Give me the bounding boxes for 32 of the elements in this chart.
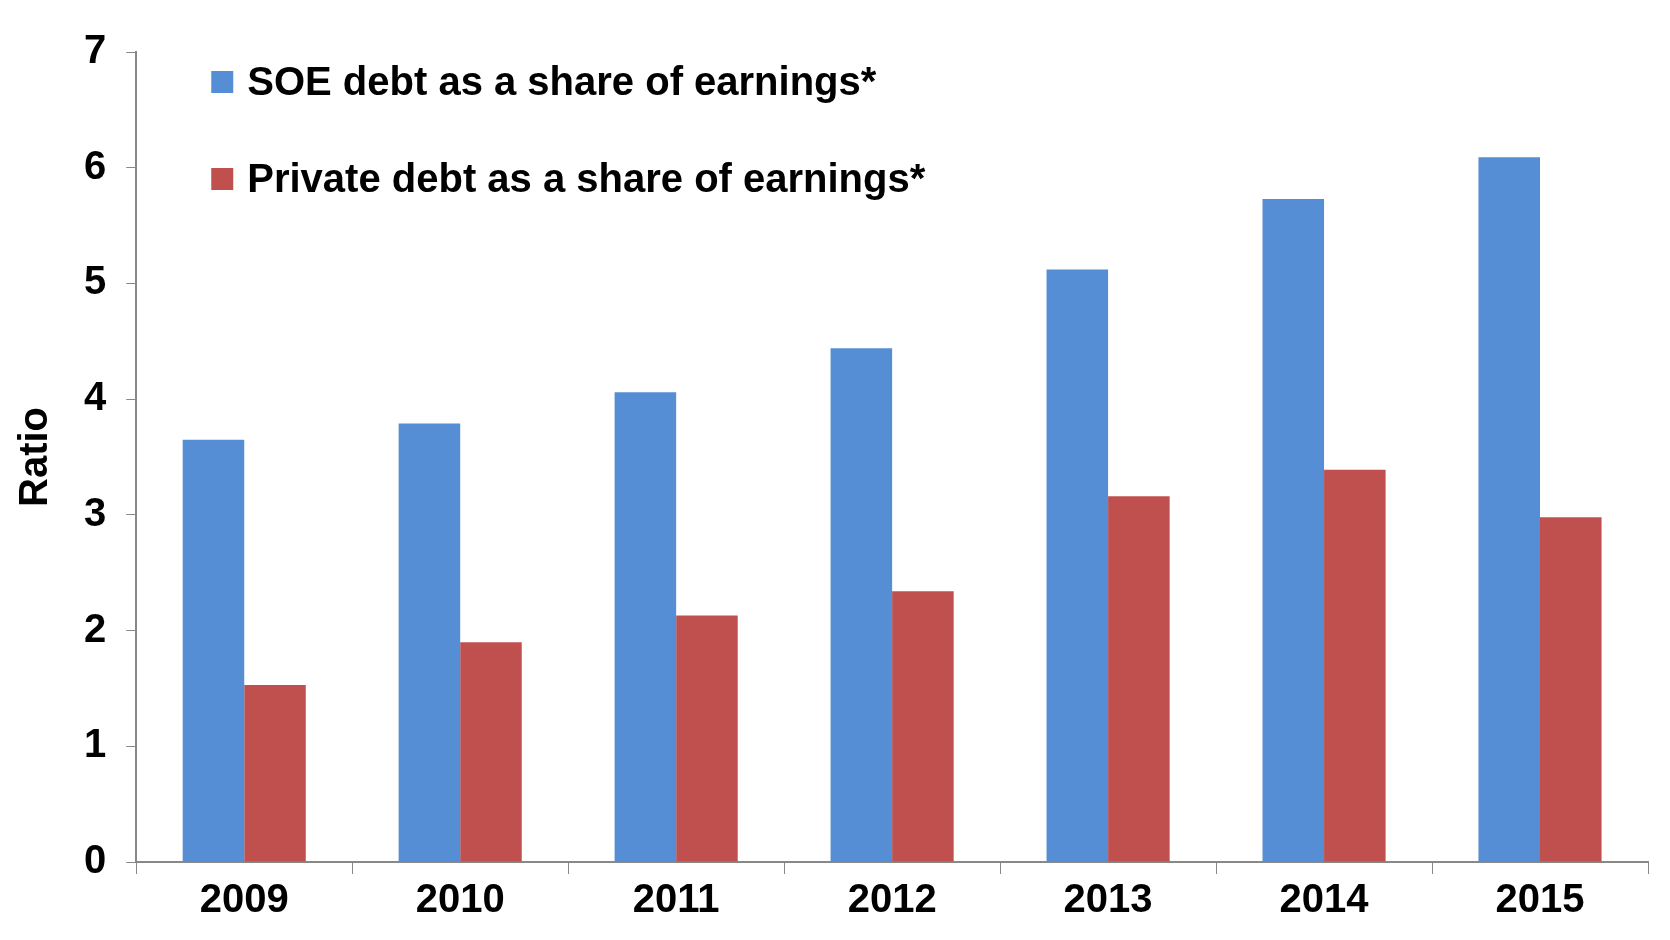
x-tick-label: 2009	[199, 876, 289, 921]
x-tick-label: 2012	[847, 876, 937, 921]
legend-label: Private debt as a share of earnings*	[247, 156, 926, 201]
bar	[398, 423, 461, 862]
bar	[1540, 517, 1602, 862]
y-axis-title: Ratio	[11, 407, 56, 507]
bar	[676, 615, 738, 862]
y-tick-label: 5	[84, 258, 107, 303]
y-tick-label: 6	[84, 142, 107, 187]
bar	[1324, 469, 1386, 862]
bar	[460, 642, 522, 862]
x-tick-label: 2013	[1063, 876, 1153, 921]
bar	[1262, 198, 1325, 862]
x-tick-label: 2014	[1279, 876, 1370, 921]
x-tick-label: 2015	[1495, 876, 1585, 921]
bar	[892, 591, 954, 862]
x-tick-label: 2011	[632, 876, 720, 921]
x-tick-label: 2010	[415, 876, 505, 921]
y-tick-label: 0	[84, 837, 107, 882]
legend-label: SOE debt as a share of earnings*	[247, 59, 877, 104]
bar	[1478, 157, 1541, 862]
bar	[182, 439, 245, 862]
bar	[1046, 269, 1109, 862]
bar	[1108, 496, 1170, 862]
bar	[614, 392, 677, 862]
bar	[830, 348, 893, 862]
y-tick-label: 2	[84, 605, 107, 650]
y-tick-label: 1	[84, 721, 107, 766]
y-tick-label: 4	[84, 374, 107, 419]
y-tick-label: 7	[84, 27, 107, 72]
y-tick-label: 3	[84, 489, 107, 534]
bar	[244, 684, 306, 862]
